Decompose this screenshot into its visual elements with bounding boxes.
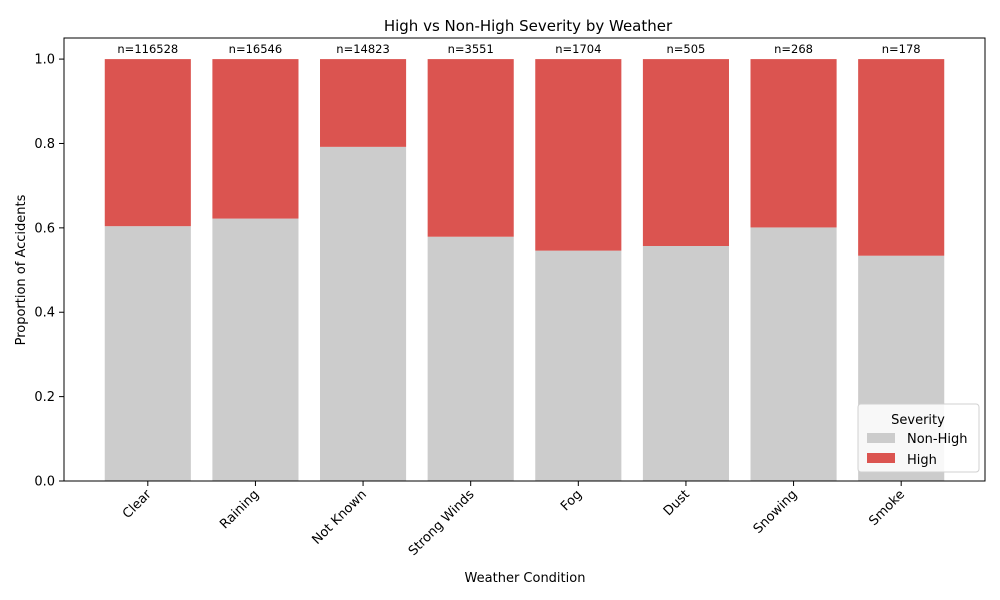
y-tick-label-0-4: 0.4 [34,306,55,321]
y-tick-label-1-0: 1.0 [34,53,55,68]
bar-strong-winds-high [427,59,514,237]
x-tick-label-dust: Dust [661,487,693,519]
bars-layer: n=116528 n=16546 n=14823 n=3551 n=1704 n=505 n… [104,42,945,481]
plot-frame [63,37,986,482]
x-tick-label-smoke: Smoke [866,487,908,529]
legend-title: Severity [891,413,945,428]
bar-snowing-high [750,59,837,228]
bar-dust-high [642,59,729,246]
bar-not-known-high [320,59,407,147]
bar-fog-high [535,59,622,251]
count-label-smoke: n=178 [882,42,921,56]
bar-strong-winds-non-high [427,236,514,481]
y-tick-label-0-0: 0.0 [34,475,55,490]
bar-clear-non-high [104,226,191,481]
count-label-dust: n=505 [667,42,706,56]
y-tick-label-0-2: 0.2 [34,390,55,405]
chart-title: High vs Non-High Severity by Weather [384,17,673,35]
x-axis-title: Weather Condition [465,571,586,586]
count-label-fog: n=1704 [555,42,601,56]
legend: Severity Non-High High [857,403,980,473]
bar-smoke-high [858,59,945,256]
bar-raining-high [212,59,299,219]
y-tick-label-0-6: 0.6 [34,221,55,236]
y-axis-title: Proportion of Accidents [14,194,29,345]
legend-swatch-high [867,453,895,463]
count-label-not-known: n=14823 [336,42,390,56]
bar-dust-non-high [642,246,729,481]
count-label-raining: n=16546 [229,42,283,56]
y-tick-label-0-8: 0.8 [34,137,55,152]
x-tick-label-raining: Raining [217,487,262,532]
bar-clear-high [104,59,191,227]
legend-swatch-non-high [867,433,895,443]
count-label-snowing: n=268 [774,42,813,56]
count-label-strong-winds: n=3551 [448,42,494,56]
bar-not-known-non-high [320,146,407,481]
x-tick-label-strong-winds: Strong Winds [406,487,478,559]
x-tick-label-clear: Clear [120,487,155,522]
x-tick-label-fog: Fog [558,487,585,514]
count-label-clear: n=116528 [117,42,178,56]
x-tick-label-snowing: Snowing [751,487,801,537]
bar-snowing-non-high [750,227,837,481]
legend-label-high: High [907,453,937,468]
legend-label-non-high: Non-High [907,432,968,447]
bar-fog-non-high [535,250,622,481]
x-tick-label-not-known: Not Known [309,487,369,547]
bar-raining-non-high [212,218,299,481]
